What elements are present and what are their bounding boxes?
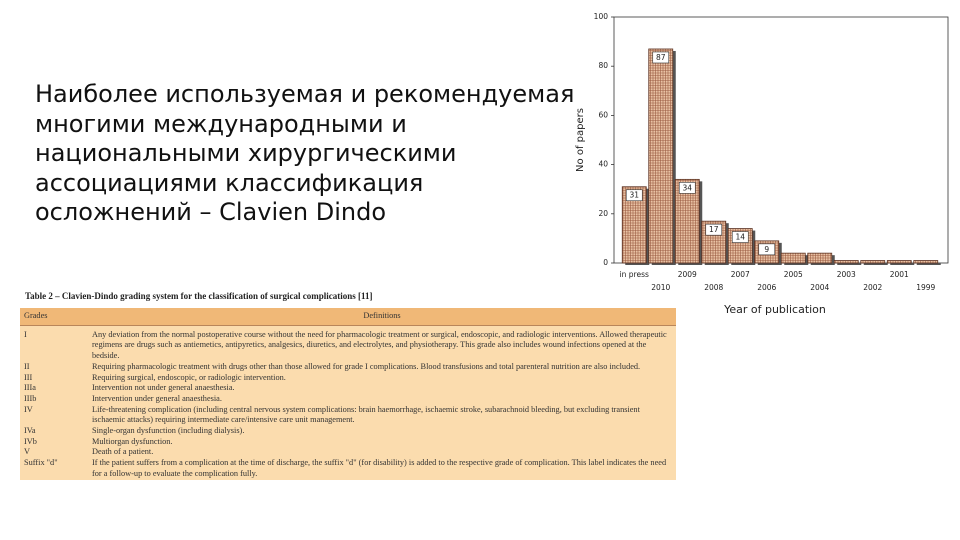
bar [886,260,912,264]
y-axis-label: No of papers [575,108,586,172]
bar [807,252,833,264]
header-cell: Grades [20,308,88,326]
x-tick-label: 2010 [651,283,670,292]
value-label: 9 [764,245,769,254]
definition-cell: Single-organ dysfunction (including dial… [92,426,245,436]
definition-cell: Intervention not under general anaesthes… [92,383,235,393]
x-tick-label: 2008 [704,283,723,292]
bar [648,48,674,264]
bar-shadow [837,262,862,265]
bar-shadow [863,262,888,265]
y-tick-label: 80 [598,61,608,70]
x-axis-label: Year of publication [723,303,826,316]
heading-line: национальными хирургическими [35,139,457,167]
value-label: 14 [735,233,745,242]
definition-cell: If the patient suffers from a complicati… [92,458,667,478]
table-row: III Requiring surgical, endoscopic, or ra… [20,373,676,384]
x-tick-label: in press [620,270,649,279]
bar [833,260,859,264]
table: Grades Definitions I Any deviation from t… [20,308,676,480]
table-title: Table 2 – Clavien-Dindo grading system f… [25,291,373,301]
table-row: IVa Single-organ dysfunction (including d… [20,426,676,437]
heading-line: ассоциациями классификация [35,168,424,197]
grade-cell: III [24,372,33,382]
y-tick-label: 40 [598,160,608,169]
table-row: IIIa Intervention not under general anaes… [20,383,676,394]
definition-cell: Requiring pharmacologic treatment with d… [92,361,641,371]
heading-line: Наиболее используемая и рекомендуемая [35,80,575,108]
x-tick-label: 2006 [757,283,776,292]
grade-cell: IV [24,404,33,414]
definition-cell: Death of a patient. [92,447,154,457]
y-tick-label: 0 [603,258,608,267]
x-tick-label: 2002 [863,283,882,292]
bar [860,260,886,264]
definition-cell: Requiring surgical, endoscopic, or radio… [92,372,286,382]
x-tick-label: 2009 [678,270,697,279]
bar [780,252,806,264]
label-box [705,223,723,236]
y-tick-label: 20 [598,209,608,218]
x-tick-label: 2003 [837,270,856,279]
x-tick-label: 1999 [916,283,935,292]
table-row: IVb Multiorgan dysfunction. [20,437,676,448]
y-tick-label: 100 [594,12,609,21]
x-tick-label: 2005 [784,270,803,279]
value-label: 17 [709,225,719,234]
definition-cell: Multiorgan dysfunction. [92,436,173,446]
header-cell: Definitions [88,308,676,326]
bar-shadow [916,262,941,265]
table-row: I Any deviation from the normal postopera… [20,325,676,362]
grade-cell: IVa [24,426,36,436]
heading: Наиболее используемая и рекомендуемая мно… [35,80,574,228]
definition-cell: Any deviation from the normal postoperat… [92,329,667,361]
bar-shadow [890,262,915,265]
definition-cell: Life-threatening complication (including… [92,404,640,425]
table-row: IIIb Intervention under general anaesthes… [20,394,676,405]
grade-cell: V [24,447,30,457]
table-row: II Requiring pharmacologic treatment with… [20,362,676,373]
table-row: V Death of a patient. [20,447,676,458]
definition-cell: Intervention under general anaesthesia. [92,393,222,403]
value-label: 31 [629,191,639,200]
x-tick-label: 2004 [810,283,829,292]
label-box [652,51,670,64]
label-box [625,189,643,202]
grade-cell: IIIa [24,383,36,393]
x-tick-label: 2001 [890,270,909,279]
chart: No of papers Year of publication 0 20 40 60… [575,12,949,316]
y-tick-label: 60 [598,110,608,119]
table-row: Suffix "d" If the patient suffers from a … [20,458,676,479]
x-tick-label: 2007 [731,270,750,279]
grade-cell: IVb [24,436,37,446]
label-box [758,243,776,256]
heading-line: осложнений – Clavien Dindo [35,198,387,226]
value-label: 34 [682,183,692,192]
grade-cell: I [24,329,27,339]
grade-cell: II [24,361,30,371]
label-box [731,231,749,243]
table-row: IV Life-threatening complication (includi… [20,405,676,426]
heading-line: многими международными и [35,109,407,138]
value-label: 87 [656,53,666,62]
bar [913,260,939,264]
grade-cell: Suffix "d" [24,458,58,468]
label-box [678,182,696,194]
grade-cell: IIIb [24,393,37,403]
